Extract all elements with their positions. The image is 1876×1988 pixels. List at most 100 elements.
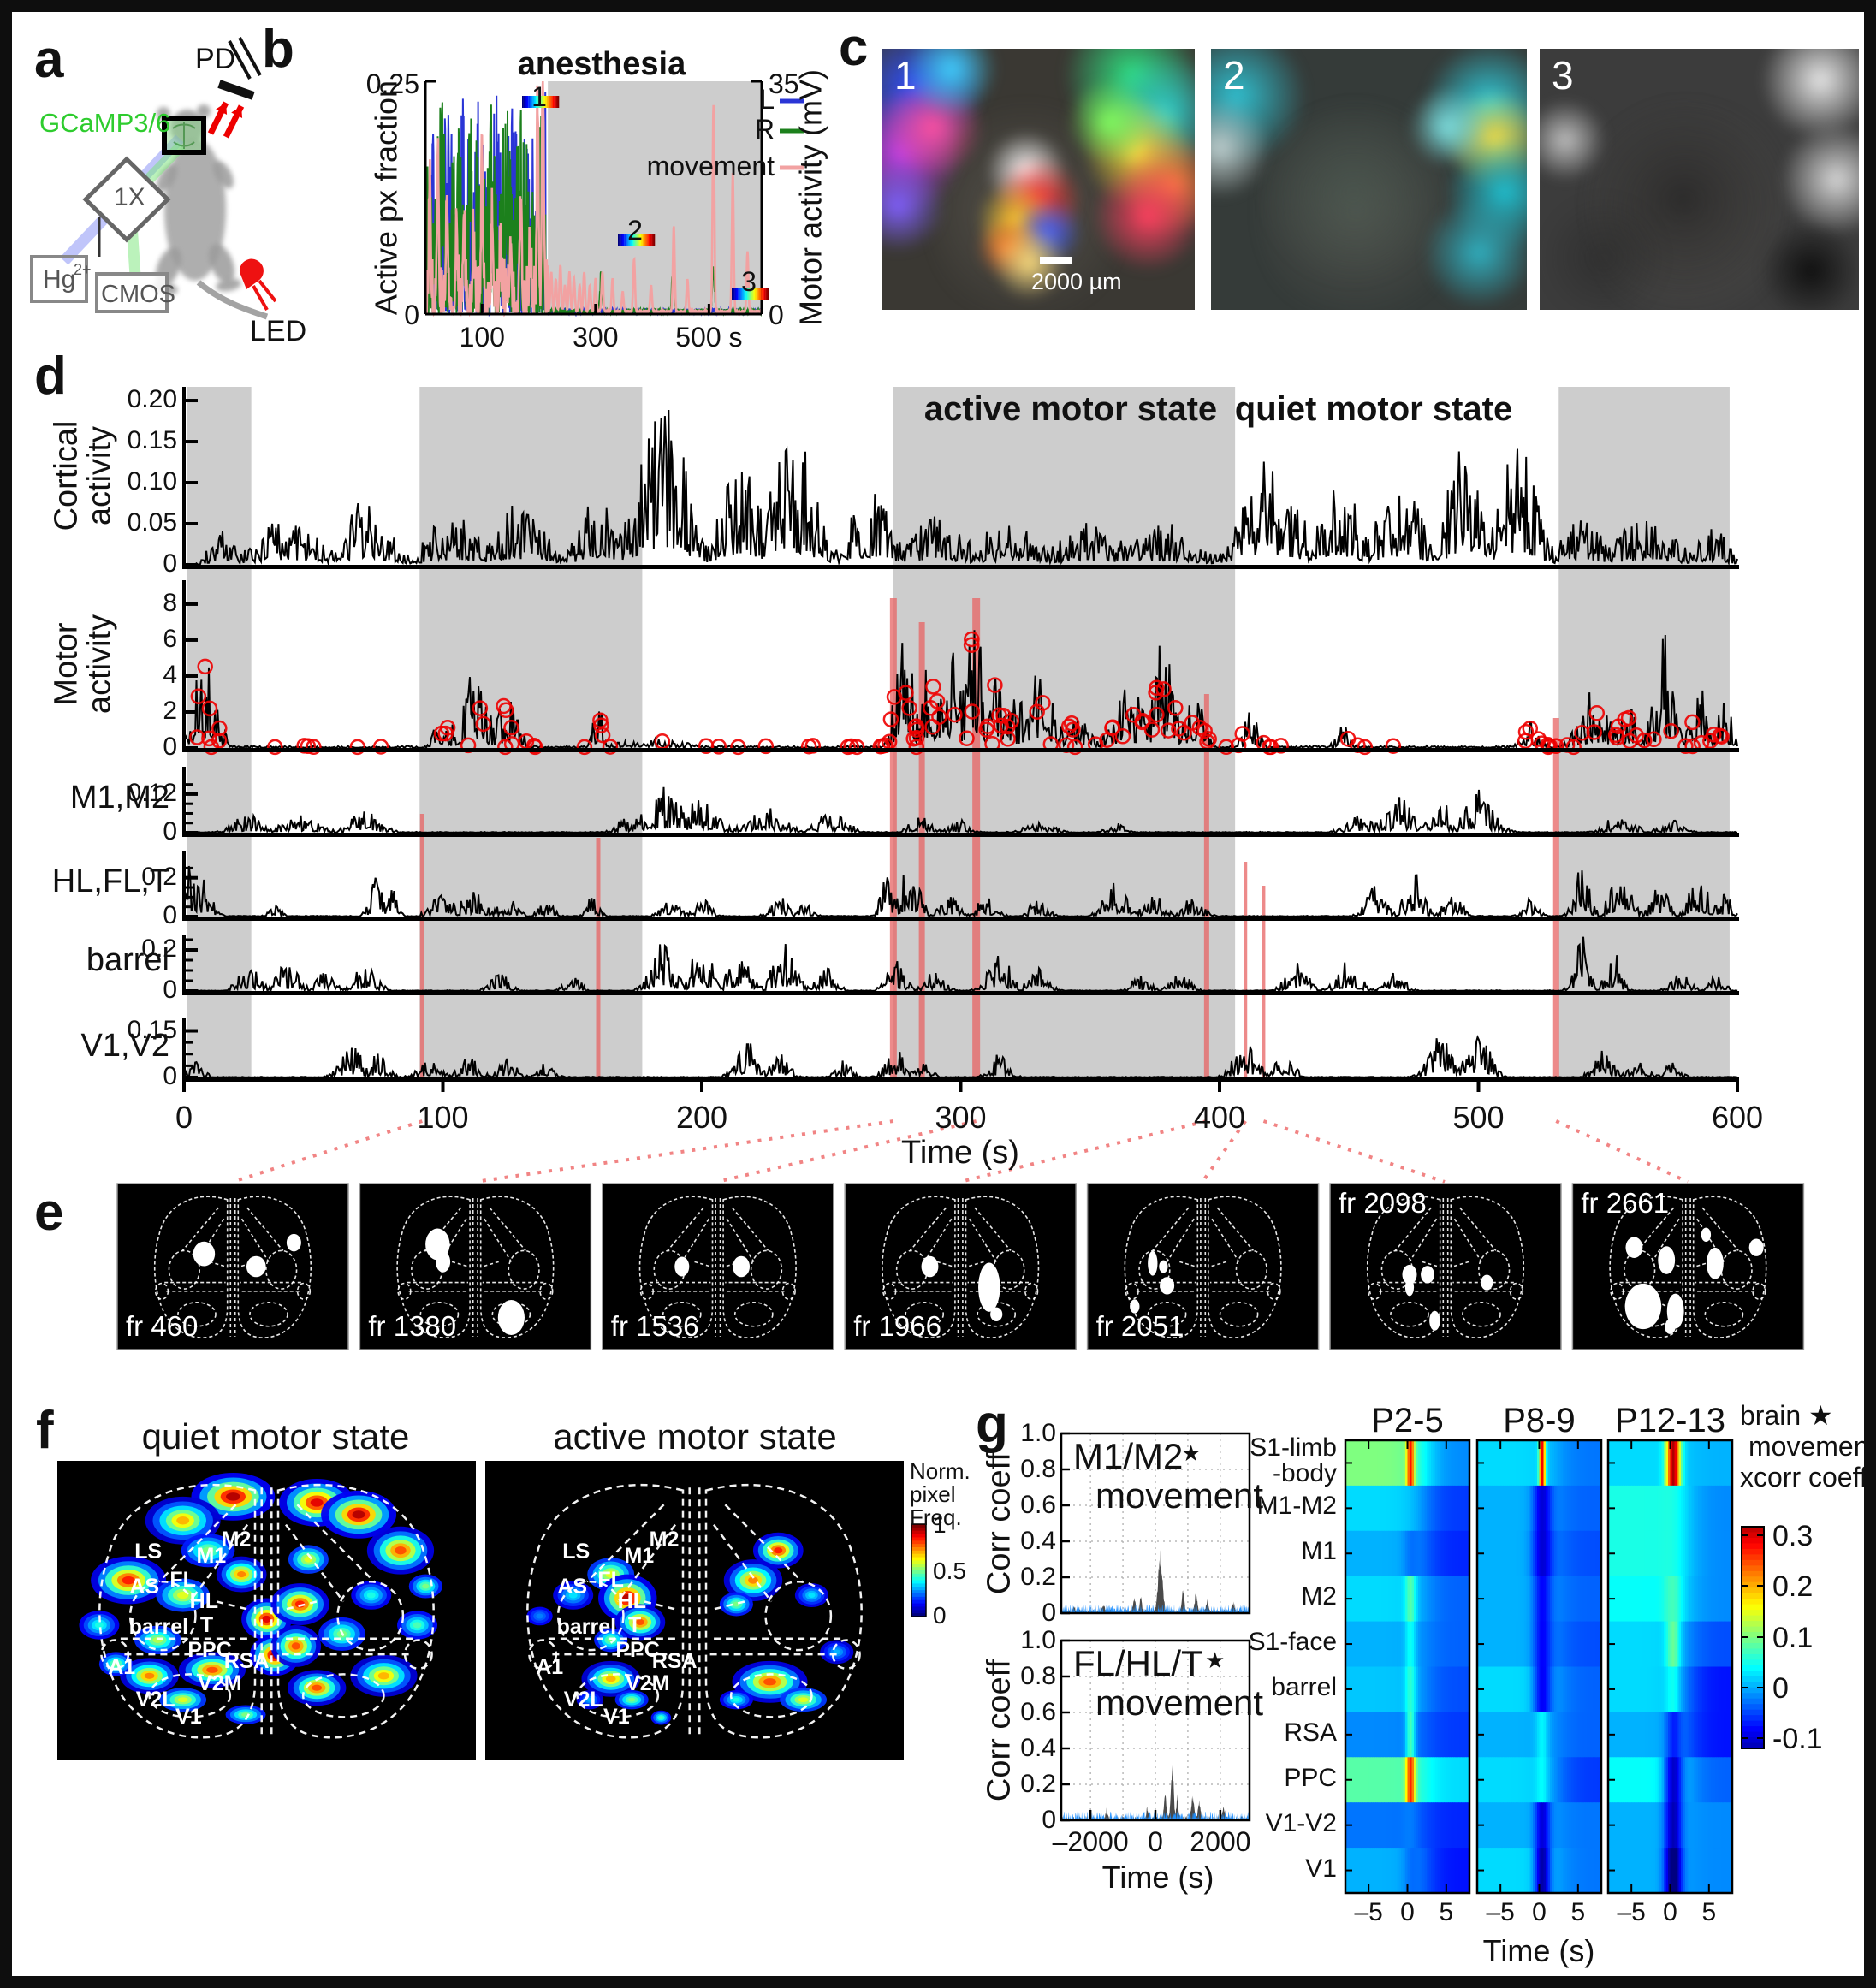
hm-cell <box>1418 1576 1422 1623</box>
hm-cell <box>1454 1440 1457 1487</box>
f-colorbar-strip <box>911 1606 926 1611</box>
f-colorbar-title: Norm. <box>910 1458 971 1484</box>
hm-cell <box>1524 1712 1528 1758</box>
g-colorbar-strip <box>1742 1637 1764 1644</box>
hm-cell <box>1454 1757 1457 1803</box>
hm-cell <box>1424 1757 1428 1803</box>
hm-cell <box>1384 1576 1387 1623</box>
hm-cell <box>1711 1576 1714 1623</box>
hm-cell <box>1698 1757 1701 1803</box>
hm-cell <box>1410 1757 1413 1803</box>
hm-cell <box>1375 1712 1379 1758</box>
hm-cell <box>1672 1621 1676 1667</box>
hm-cell <box>1702 1485 1706 1532</box>
hm-cell <box>1670 1666 1673 1712</box>
hm-cell <box>1499 1666 1502 1712</box>
hm-cell <box>1665 1440 1669 1487</box>
movement-detect-circle <box>1565 739 1582 756</box>
pd-label: PD <box>195 43 236 75</box>
hm-cell <box>1530 1712 1534 1758</box>
hm-cell <box>1364 1621 1368 1667</box>
hm-cell <box>1541 1802 1545 1849</box>
f-heat-ring <box>627 1697 636 1702</box>
d-ytick-label: 0.15 <box>127 426 177 455</box>
atlas-region <box>733 1302 774 1327</box>
hm-cell <box>1678 1712 1682 1758</box>
hm-cell <box>1580 1712 1583 1758</box>
hm-cell <box>1580 1802 1583 1849</box>
hm-cell <box>1617 1621 1620 1667</box>
activity-frame-5 <box>1086 1183 1320 1350</box>
hm-cell <box>1486 1440 1489 1487</box>
hm-cell <box>1522 1485 1525 1532</box>
hm-cell <box>1648 1621 1652 1667</box>
hm-cell <box>1631 1757 1635 1803</box>
hm-cell <box>1507 1485 1511 1532</box>
movement-detect-circle <box>1684 738 1701 755</box>
b-ytick-left: 0 <box>404 300 419 330</box>
hm-cell <box>1618 1848 1622 1894</box>
d-ytick-label: 0.10 <box>127 467 177 496</box>
rect-shape <box>548 96 550 108</box>
hm-cell <box>1364 1440 1368 1487</box>
hm-cell <box>1452 1666 1456 1712</box>
hm-cell <box>1670 1757 1673 1803</box>
hm-cell <box>1465 1576 1469 1623</box>
hm-cell <box>1431 1712 1434 1758</box>
hm-cell <box>1424 1621 1428 1667</box>
hm-cell <box>1424 1802 1428 1849</box>
movement-detect-circle <box>1063 715 1080 732</box>
hm-cell <box>1621 1485 1624 1532</box>
movement-detect-circle <box>1201 731 1217 747</box>
active-pixel-blob <box>733 1255 751 1278</box>
rect-shape <box>626 234 629 246</box>
d-ytick-label: 0 <box>163 901 177 929</box>
hm-xtick-label: 0 <box>1532 1898 1547 1926</box>
hm-cell <box>1452 1576 1456 1623</box>
hm-cell <box>1513 1576 1517 1623</box>
hm-cell <box>1424 1530 1428 1577</box>
atlas-region <box>831 1639 861 1671</box>
g-colorbar-strip <box>1742 1742 1764 1749</box>
hm-cell <box>1424 1485 1428 1532</box>
hm-cell <box>1582 1757 1585 1803</box>
hm-cell <box>1440 1757 1443 1803</box>
hm-cell <box>1707 1757 1710 1803</box>
hm-cell <box>1368 1576 1372 1623</box>
hm-cell <box>1539 1530 1542 1577</box>
hm-cell <box>1461 1848 1464 1894</box>
hm-cell <box>1678 1440 1682 1487</box>
hm-cell <box>1351 1485 1355 1532</box>
hm-cell <box>1526 1712 1529 1758</box>
hm-cell <box>1661 1848 1665 1894</box>
hm-cell <box>1593 1666 1596 1712</box>
hm-cell <box>1368 1666 1372 1712</box>
movement-detect-circle <box>592 712 609 728</box>
hm-cell <box>1715 1576 1719 1623</box>
f-heat-ring <box>237 1571 246 1578</box>
b-marker-label-3: 3 <box>741 266 757 297</box>
rect-shape <box>644 234 646 246</box>
photo-blob <box>904 49 999 117</box>
g-colorbar-strip <box>1742 1576 1764 1583</box>
rect-shape <box>619 234 621 246</box>
hm-cell <box>1636 1666 1639 1712</box>
hm-cell <box>1582 1440 1585 1487</box>
atlas-outline <box>240 1218 270 1262</box>
g-colorbar-strip <box>1742 1726 1764 1733</box>
g-colorbar-strip <box>1742 1632 1764 1638</box>
hm-cell <box>1614 1712 1618 1758</box>
f-heat-ring <box>568 1592 578 1599</box>
hm-cell <box>1631 1621 1635 1667</box>
hm-cell <box>1659 1666 1663 1712</box>
hm-cell <box>1580 1576 1583 1623</box>
hm-cell <box>1704 1757 1707 1803</box>
hm-cell <box>1381 1530 1385 1577</box>
hm-cell <box>1427 1712 1430 1758</box>
f-image-active <box>485 1461 904 1760</box>
atlas-region <box>1390 1302 1429 1327</box>
hm-cell <box>1543 1666 1547 1712</box>
hm-cell <box>1390 1440 1393 1487</box>
hm-cell <box>1621 1621 1624 1667</box>
hm-cell <box>1640 1666 1643 1712</box>
